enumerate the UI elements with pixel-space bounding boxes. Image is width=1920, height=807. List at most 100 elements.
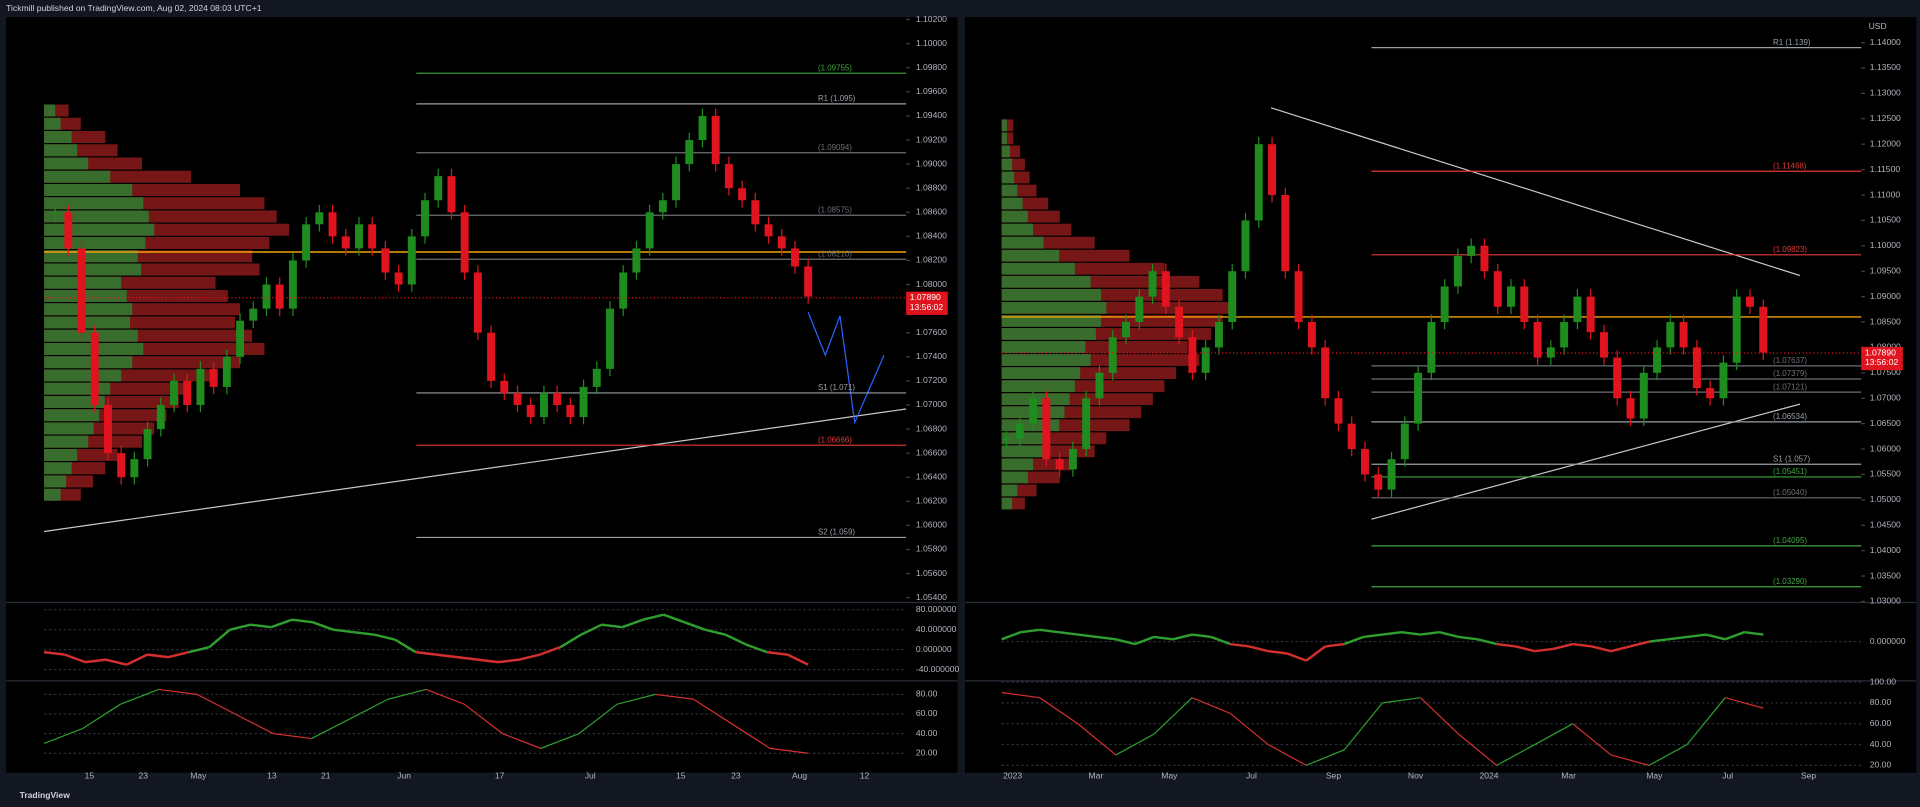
osc-segment: [1096, 635, 1117, 641]
y-tick-label: 1.09000: [916, 158, 947, 168]
y-tick-label: 1.13000: [1870, 88, 1901, 98]
candle: [262, 284, 271, 309]
projection-path: [807, 312, 885, 425]
osc-segment: [1363, 633, 1383, 639]
candle: [1599, 332, 1608, 358]
volume-profile-row: [1001, 315, 1223, 327]
x-tick-label: 21: [321, 771, 331, 781]
osc-segment: [394, 638, 417, 654]
volume-profile-row: [1001, 184, 1037, 197]
osc-segment: [1325, 642, 1345, 648]
y-tick-label: 1.10200: [916, 14, 947, 24]
volume-profile-row: [1001, 210, 1060, 223]
candle: [368, 224, 377, 249]
candle: [1042, 398, 1051, 460]
y-tick-label: 1.06400: [916, 471, 947, 481]
osc-segment: [1686, 633, 1707, 639]
volume-profile-row-up: [44, 422, 94, 435]
osc-segment: [436, 653, 458, 659]
y-tick-label: 1.04000: [1870, 545, 1901, 555]
x-tick-label: 17: [495, 771, 505, 781]
volume-profile-row-up: [44, 382, 111, 395]
osc-segment: [1172, 633, 1193, 641]
osc-segment: [1667, 635, 1688, 641]
x-tick-label: 13: [267, 771, 277, 781]
level-label: (1.07379): [1773, 369, 1807, 378]
volume-profile-row: [1001, 419, 1130, 432]
candle: [130, 459, 139, 478]
candle: [77, 248, 86, 333]
level-label: (1.07121): [1773, 382, 1807, 391]
candle: [1520, 286, 1529, 323]
osc-segment: [1039, 628, 1059, 634]
candle: [222, 356, 231, 387]
osc-tick-label: 80.00: [916, 689, 938, 699]
candle: [658, 200, 667, 213]
candle: [90, 332, 99, 405]
volume-profile-row-up: [1001, 262, 1075, 275]
candle: [566, 404, 575, 418]
volume-profile-row-up: [44, 250, 138, 263]
volume-profile-row-up: [44, 448, 78, 461]
candle: [1533, 322, 1542, 358]
osc-segment: [745, 643, 768, 654]
volume-profile-row-up: [44, 488, 61, 501]
osc-segment: [731, 723, 771, 749]
osc-segment: [456, 655, 478, 661]
candle: [51, 212, 60, 214]
volume-profile-row: [1001, 328, 1212, 340]
candle: [1148, 271, 1157, 297]
candle: [1068, 449, 1077, 470]
candle: [1122, 322, 1130, 338]
osc-segment: [425, 688, 465, 705]
candle: [1666, 322, 1675, 348]
candle: [288, 260, 297, 309]
osc-segment: [120, 688, 159, 705]
candle: [407, 236, 416, 285]
osc-segment: [580, 623, 603, 636]
y-tick-label: 1.05500: [1870, 469, 1901, 479]
volume-profile-row-up: [1001, 158, 1013, 171]
osc-tick-label: 0.000000: [1870, 636, 1906, 646]
osc-segment: [43, 728, 83, 745]
osc-segment: [126, 653, 148, 666]
candle: [1214, 322, 1223, 348]
volume-profile-row-up: [44, 183, 133, 197]
osc-segment: [1134, 635, 1155, 646]
level-label: R1 (1.095): [818, 94, 856, 103]
osc-segment: [1496, 642, 1516, 648]
candle: [619, 272, 628, 309]
osc-segment: [616, 693, 656, 705]
osc-segment: [539, 646, 561, 656]
currency-label: USD: [1869, 21, 1887, 31]
candle: [1082, 398, 1091, 450]
candle: [1361, 449, 1369, 475]
candle: [526, 404, 535, 418]
y-tick-label: 1.03500: [1870, 570, 1901, 580]
level-label: S1 (1.071): [818, 383, 855, 392]
osc-segment: [64, 653, 86, 664]
osc-segment: [1267, 744, 1307, 766]
y-tick-label: 1.12500: [1870, 113, 1901, 123]
osc-segment: [518, 653, 540, 661]
candle: [579, 386, 588, 418]
volume-profile-row-up: [1001, 301, 1107, 314]
osc-tick-label: 0.000000: [916, 644, 952, 654]
osc-segment: [188, 645, 210, 654]
candle: [1546, 347, 1555, 358]
osc-tick-label: 60.00: [1870, 718, 1892, 728]
candle: [434, 176, 443, 201]
osc-segment: [655, 693, 694, 700]
osc-segment: [1229, 712, 1269, 746]
osc-segment: [1115, 733, 1155, 756]
osc-segment: [578, 703, 618, 735]
level-label: (1.06666): [818, 435, 852, 444]
osc-segment: [1115, 638, 1136, 646]
candle: [1347, 423, 1356, 450]
level-label: (1.09755): [818, 63, 852, 72]
volume-profile-row: [1001, 119, 1014, 132]
osc-segment: [540, 733, 580, 749]
level-label: S1 (1.057): [1773, 454, 1810, 463]
osc-segment: [1553, 642, 1574, 650]
